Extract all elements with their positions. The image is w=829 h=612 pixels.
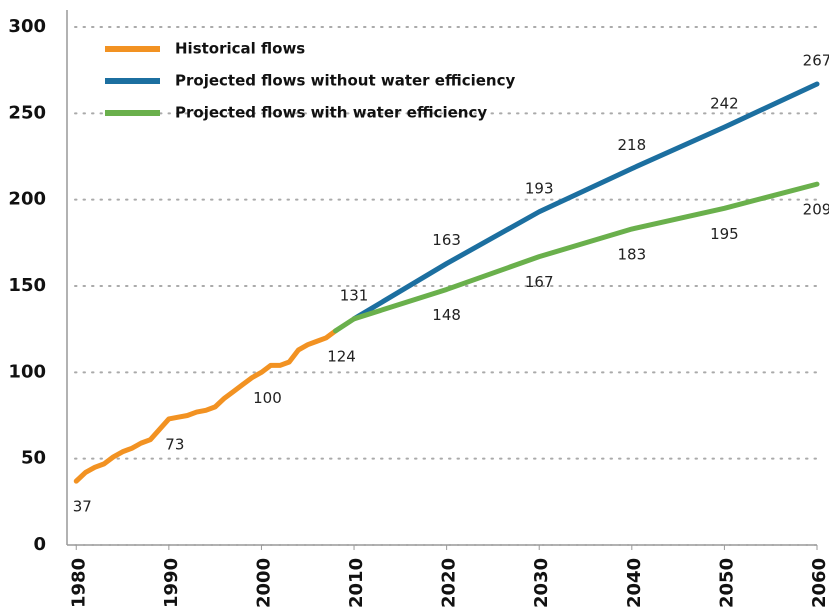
- series-line: [351, 81, 820, 322]
- x-tick-label: 2040: [624, 558, 645, 608]
- data-label: 73: [165, 435, 184, 453]
- y-tick-label: 200: [8, 189, 46, 210]
- y-tick-label: 300: [8, 16, 46, 37]
- data-label: 193: [525, 179, 554, 197]
- series-line: [73, 328, 339, 484]
- y-tick-label: 100: [8, 361, 46, 382]
- data-label: 183: [617, 246, 646, 264]
- data-label: 163: [432, 231, 461, 249]
- data-label: 218: [617, 136, 646, 154]
- y-tick-label: 50: [21, 448, 46, 469]
- data-label: 131: [340, 286, 369, 304]
- legend-label: Projected flows without water efficiency: [175, 72, 515, 90]
- series-line: [333, 181, 820, 334]
- x-tick-label: 2050: [716, 558, 737, 608]
- x-tick-label: 1990: [161, 558, 182, 608]
- data-label: 37: [73, 498, 92, 516]
- y-tick-label: 150: [8, 275, 46, 296]
- x-tick-label: 2030: [531, 558, 552, 608]
- legend-label: Historical flows: [175, 40, 305, 58]
- x-tick-label: 2060: [809, 558, 829, 608]
- x-tick-label: 2000: [253, 558, 274, 608]
- x-tick-label: 2010: [346, 558, 367, 608]
- x-tick-label: 2020: [439, 558, 460, 608]
- x-tick-label: 1980: [68, 558, 89, 608]
- y-tick-label: 0: [33, 534, 46, 555]
- data-label: 195: [710, 225, 739, 243]
- data-label: 242: [710, 95, 739, 113]
- data-label: 148: [432, 306, 461, 324]
- legend-label: Projected flows with water efficiency: [175, 104, 487, 122]
- data-label: 209: [803, 201, 829, 219]
- data-label: 124: [327, 347, 356, 365]
- data-label: 267: [803, 51, 829, 69]
- data-label: 167: [525, 273, 554, 291]
- y-tick-label: 250: [8, 102, 46, 123]
- data-label: 100: [253, 389, 282, 407]
